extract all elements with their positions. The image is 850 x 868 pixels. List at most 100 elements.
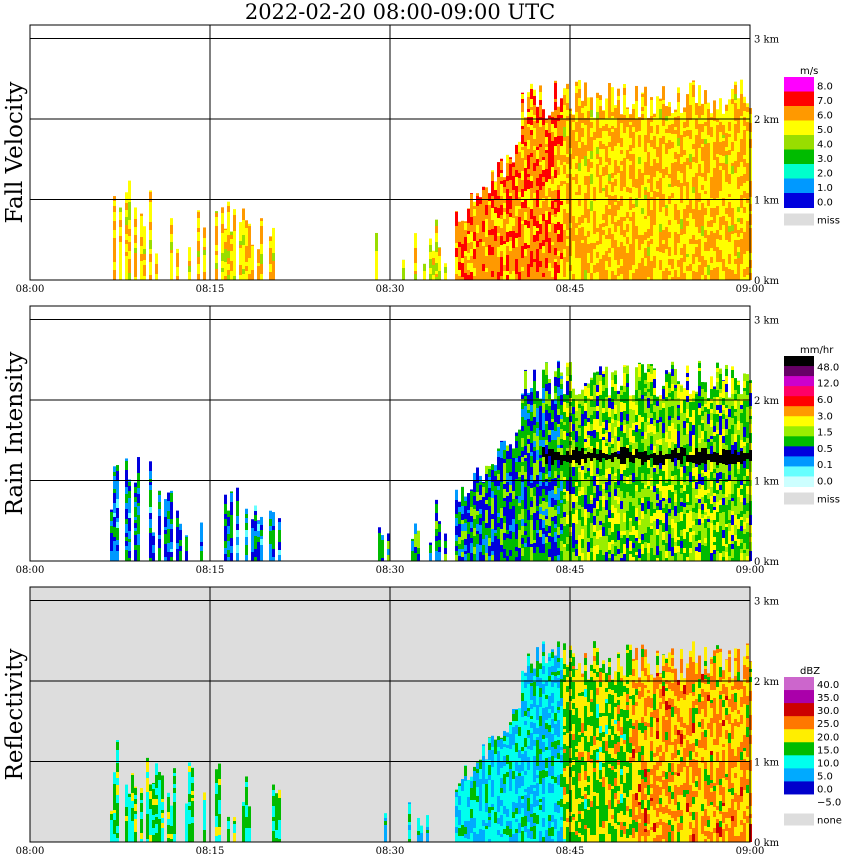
echo-cell xyxy=(533,139,536,146)
echo-cell xyxy=(530,475,533,483)
echo-cell xyxy=(458,257,461,262)
echo-cell xyxy=(620,259,623,266)
echo-cell xyxy=(435,242,438,252)
echo-cell xyxy=(563,440,566,449)
echo-cell xyxy=(734,233,737,240)
echo-cell xyxy=(656,213,659,223)
echo-cell xyxy=(617,143,620,148)
echo-cell xyxy=(542,473,545,476)
echo-cell xyxy=(740,264,743,270)
echo-cell xyxy=(545,169,548,175)
echo-cell xyxy=(656,519,659,529)
echo-cell xyxy=(641,379,644,387)
echo-cell xyxy=(554,80,557,83)
echo-cell xyxy=(479,525,482,534)
echo-cell xyxy=(548,122,551,127)
echo-cell xyxy=(584,246,587,256)
echo-cell xyxy=(506,459,509,465)
echo-cell xyxy=(587,504,590,512)
echo-cell xyxy=(470,256,473,263)
echo-cell xyxy=(539,165,542,174)
echo-cell xyxy=(257,520,260,521)
echo-cell xyxy=(518,178,521,184)
echo-cell xyxy=(608,522,611,528)
echo-cell xyxy=(656,134,659,139)
echo-cell xyxy=(737,258,740,267)
echo-cell xyxy=(176,527,179,533)
echo-cell xyxy=(491,551,494,555)
echo-cell xyxy=(254,549,257,557)
echo-cell xyxy=(728,260,731,264)
echo-cell xyxy=(746,221,749,231)
echo-cell xyxy=(269,248,272,258)
echo-cell xyxy=(602,489,605,496)
echo-cell xyxy=(734,85,737,94)
echo-cell xyxy=(608,528,611,535)
echo-cell xyxy=(725,225,728,235)
echo-cell xyxy=(662,403,665,408)
echo-cell xyxy=(707,227,710,235)
echo-cell xyxy=(653,468,656,472)
echo-cell xyxy=(479,537,482,545)
echo-cell xyxy=(608,398,611,408)
echo-cell xyxy=(170,532,173,542)
echo-cell xyxy=(536,249,539,259)
echo-cell xyxy=(257,542,260,545)
echo-cell xyxy=(650,244,653,252)
echo-cell xyxy=(617,250,620,255)
echo-cell xyxy=(476,221,479,225)
echo-cell xyxy=(458,238,461,242)
echo-cell xyxy=(572,225,575,231)
echo-cell xyxy=(629,529,632,532)
echo-cell xyxy=(500,187,503,196)
echo-cell xyxy=(620,425,623,431)
echo-cell xyxy=(575,457,578,463)
echo-cell xyxy=(734,210,737,215)
echo-cell xyxy=(503,250,506,260)
echo-cell xyxy=(698,190,701,193)
echo-cell xyxy=(641,554,644,561)
echo-cell xyxy=(566,367,569,376)
echo-cell xyxy=(584,153,587,156)
echo-cell xyxy=(650,236,653,239)
echo-cell xyxy=(719,262,722,267)
echo-cell xyxy=(623,386,626,392)
echo-cell xyxy=(533,150,536,157)
echo-cell xyxy=(572,258,575,268)
echo-cell xyxy=(536,200,539,207)
echo-cell xyxy=(536,231,539,241)
echo-cell xyxy=(701,104,704,108)
echo-cell xyxy=(656,484,659,488)
echo-cell xyxy=(740,171,743,176)
echo-cell xyxy=(584,85,587,93)
echo-cell xyxy=(623,443,626,447)
echo-cell xyxy=(596,228,599,232)
echo-cell xyxy=(158,539,161,548)
echo-cell xyxy=(626,212,629,218)
echo-cell xyxy=(491,529,494,535)
echo-cell xyxy=(740,162,743,171)
echo-cell xyxy=(731,238,734,248)
echo-cell xyxy=(602,437,605,440)
echo-cell xyxy=(587,200,590,209)
x-tick-label: 08:00 xyxy=(16,284,45,295)
echo-cell xyxy=(563,174,566,181)
echo-cell xyxy=(602,210,605,214)
echo-cell xyxy=(602,200,605,210)
echo-cell xyxy=(650,110,653,116)
echo-cell xyxy=(740,270,743,280)
echo-cell xyxy=(482,256,485,259)
echo-cell xyxy=(461,531,464,540)
echo-cell xyxy=(560,122,563,128)
echo-cell xyxy=(656,423,659,432)
echo-cell xyxy=(602,431,605,434)
echo-cell xyxy=(620,457,623,464)
echo-cell xyxy=(479,264,482,271)
echo-cell xyxy=(113,527,116,537)
echo-cell xyxy=(626,224,629,229)
echo-cell xyxy=(671,233,674,239)
echo-cell xyxy=(554,167,557,170)
echo-cell xyxy=(611,554,614,561)
echo-cell xyxy=(587,209,590,213)
echo-cell xyxy=(509,157,512,159)
